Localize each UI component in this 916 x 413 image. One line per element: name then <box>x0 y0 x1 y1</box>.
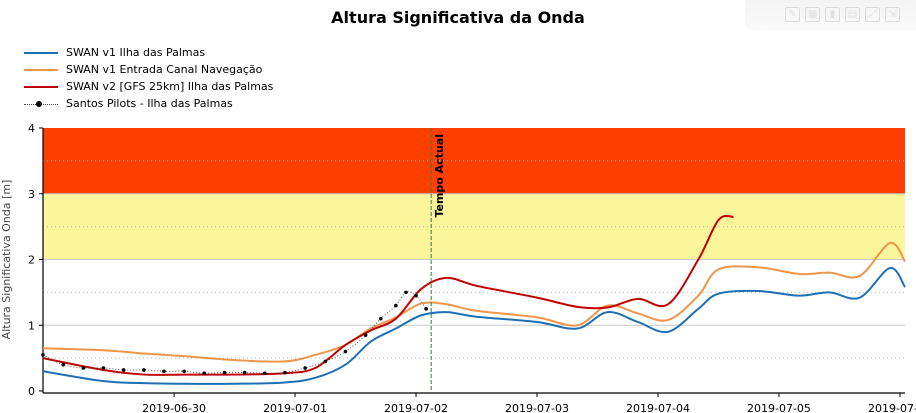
x-tick-label: 2019-07-03 <box>505 402 569 413</box>
data-point <box>363 333 368 337</box>
chart-legend: SWAN v1 Ilha das Palmas SWAN v1 Entrada … <box>22 44 273 112</box>
x-tick-label: 2019-07-04 <box>626 402 690 413</box>
data-point <box>303 366 307 370</box>
data-point <box>142 368 146 372</box>
zoom-icon[interactable]: ⤢ <box>865 7 880 22</box>
current-time-label: Tempo Actual <box>433 134 446 218</box>
legend-item[interactable]: SWAN v1 Entrada Canal Navegação <box>22 61 273 78</box>
data-point <box>343 349 348 354</box>
data-point <box>424 307 428 311</box>
export-icon[interactable]: ⇲ <box>885 7 900 22</box>
data-point <box>263 371 267 376</box>
data-point <box>101 366 106 370</box>
threshold-band <box>43 193 905 260</box>
data-point <box>222 370 227 375</box>
data-point <box>81 366 86 370</box>
threshold-band <box>43 128 905 194</box>
data-point <box>394 303 398 308</box>
edit-icon[interactable]: ✎ <box>785 7 800 22</box>
data-point <box>182 369 186 374</box>
x-tick-label: 2019-06-30 <box>142 402 206 413</box>
data-point <box>323 359 328 364</box>
data-point <box>202 371 207 376</box>
legend-item[interactable]: SWAN v2 [GFS 25km] Ilha das Palmas <box>22 78 273 95</box>
x-tick-label: 2019-07-01 <box>263 402 327 413</box>
y-tick-label: 4 <box>28 122 35 135</box>
document-icon[interactable]: ▤ <box>845 7 860 22</box>
y-tick-label: 2 <box>28 254 35 267</box>
data-point <box>404 290 408 295</box>
grid-icon[interactable]: ▦ <box>805 7 820 22</box>
legend-item[interactable]: SWAN v1 Ilha das Palmas <box>22 44 273 61</box>
series-line <box>42 214 734 376</box>
legend-label: Santos Pilots - Ilha das Palmas <box>66 97 233 110</box>
chart-toolbar: ✎ ▦ ▮ ▤ ⤢ ⇲ <box>745 0 916 30</box>
legend-label: SWAN v1 Ilha das Palmas <box>66 46 206 59</box>
chart-title: Altura Significativa da Onda <box>331 8 585 27</box>
data-point <box>162 369 166 374</box>
x-tick-label: 2019-07-06 <box>868 402 916 413</box>
data-point <box>283 370 287 375</box>
x-tick-label: 2019-07-05 <box>747 402 811 413</box>
legend-label: SWAN v2 [GFS 25km] Ilha das Palmas <box>66 80 274 93</box>
data-point <box>41 353 45 357</box>
y-tick-label: 0 <box>28 385 35 398</box>
bar-chart-icon[interactable]: ▮ <box>825 7 840 22</box>
legend-label: SWAN v1 Entrada Canal Navegação <box>66 63 263 76</box>
data-point <box>61 362 65 367</box>
x-tick-label: 2019-07-02 <box>384 402 448 413</box>
series-line <box>42 267 906 385</box>
y-tick-label: 1 <box>28 319 35 332</box>
legend-item[interactable]: Santos Pilots - Ilha das Palmas <box>22 95 273 112</box>
data-point <box>121 368 126 372</box>
y-tick-label: 3 <box>28 188 35 201</box>
y-axis-title: Altura Significativa Onda [m] <box>0 180 13 340</box>
data-point <box>378 316 383 321</box>
data-point <box>414 293 418 298</box>
series-line <box>42 242 906 363</box>
data-point <box>242 370 247 375</box>
